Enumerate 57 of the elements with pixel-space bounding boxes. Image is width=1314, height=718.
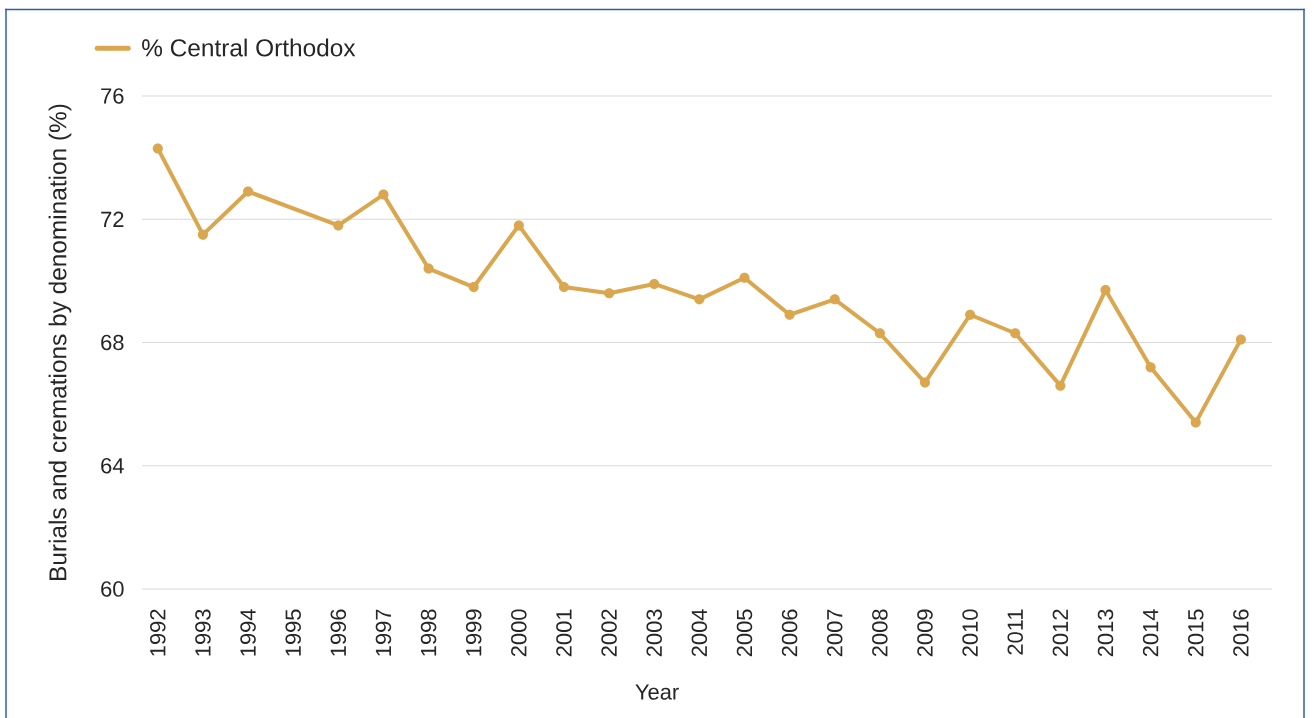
point bbox=[152, 143, 163, 154]
point bbox=[242, 186, 254, 197]
x-tick-label: 1997 bbox=[375, 609, 392, 656]
x-tick-label: 2015 bbox=[1187, 609, 1204, 657]
point bbox=[694, 294, 705, 305]
x-tick-label: 2006 bbox=[781, 609, 798, 657]
x-tick-label: 1998 bbox=[420, 609, 437, 656]
x-tick-label: 2007 bbox=[826, 609, 843, 657]
x-tick-label: 1994 bbox=[240, 609, 256, 656]
y-axis-title: Burials and cremations by denomination (%) bbox=[48, 104, 72, 580]
x-tick-label: 1999 bbox=[465, 609, 482, 656]
point bbox=[513, 220, 524, 231]
x-tick-label: 2000 bbox=[511, 609, 527, 657]
point bbox=[333, 220, 344, 231]
x-axis-title: Year bbox=[635, 684, 679, 700]
x-tick-label: 2016 bbox=[1233, 609, 1249, 657]
point bbox=[1055, 380, 1066, 391]
x-tick-label: 1995 bbox=[285, 609, 301, 656]
point bbox=[739, 272, 750, 283]
point bbox=[1190, 417, 1201, 428]
point bbox=[1235, 334, 1246, 345]
x-tick-label: 1993 bbox=[195, 609, 211, 656]
y-tick-label: 72 bbox=[101, 211, 124, 227]
point bbox=[649, 278, 660, 290]
point bbox=[604, 288, 615, 299]
point bbox=[784, 309, 795, 320]
point bbox=[829, 294, 840, 305]
x-tick-label: 2013 bbox=[1097, 609, 1114, 657]
point bbox=[919, 377, 931, 388]
y-tick-label: 68 bbox=[101, 334, 124, 351]
point bbox=[423, 263, 434, 274]
x-tick-label: 2005 bbox=[736, 609, 753, 657]
x-tick-label: 2002 bbox=[601, 609, 617, 657]
x-tick-label: 2014 bbox=[1142, 609, 1159, 657]
x-tick-label: 2010 bbox=[962, 609, 978, 657]
y-tick-label: 76 bbox=[101, 88, 124, 104]
x-tick-label: 2001 bbox=[556, 609, 572, 657]
point bbox=[378, 189, 389, 200]
x-tick-label: 1992 bbox=[150, 609, 166, 656]
legend-label: % Central Orthodox bbox=[142, 38, 356, 57]
point bbox=[197, 229, 208, 240]
point bbox=[468, 281, 479, 293]
x-tick-label: 2004 bbox=[691, 609, 708, 657]
x-tick-label: 2003 bbox=[646, 609, 662, 657]
point bbox=[874, 328, 885, 339]
x-tick-label: 2012 bbox=[1052, 609, 1069, 657]
y-tick-label: 64 bbox=[101, 457, 124, 474]
point bbox=[1010, 328, 1021, 339]
point bbox=[1145, 362, 1156, 373]
x-tick-label: 1996 bbox=[330, 609, 347, 656]
x-tick-label: 2008 bbox=[872, 609, 888, 657]
point bbox=[558, 281, 570, 293]
point bbox=[965, 309, 976, 320]
x-tick-label: 2011 bbox=[1007, 609, 1023, 655]
point bbox=[1100, 285, 1111, 296]
x-tick-label: 2009 bbox=[917, 609, 933, 657]
y-tick-label: 60 bbox=[101, 581, 124, 597]
